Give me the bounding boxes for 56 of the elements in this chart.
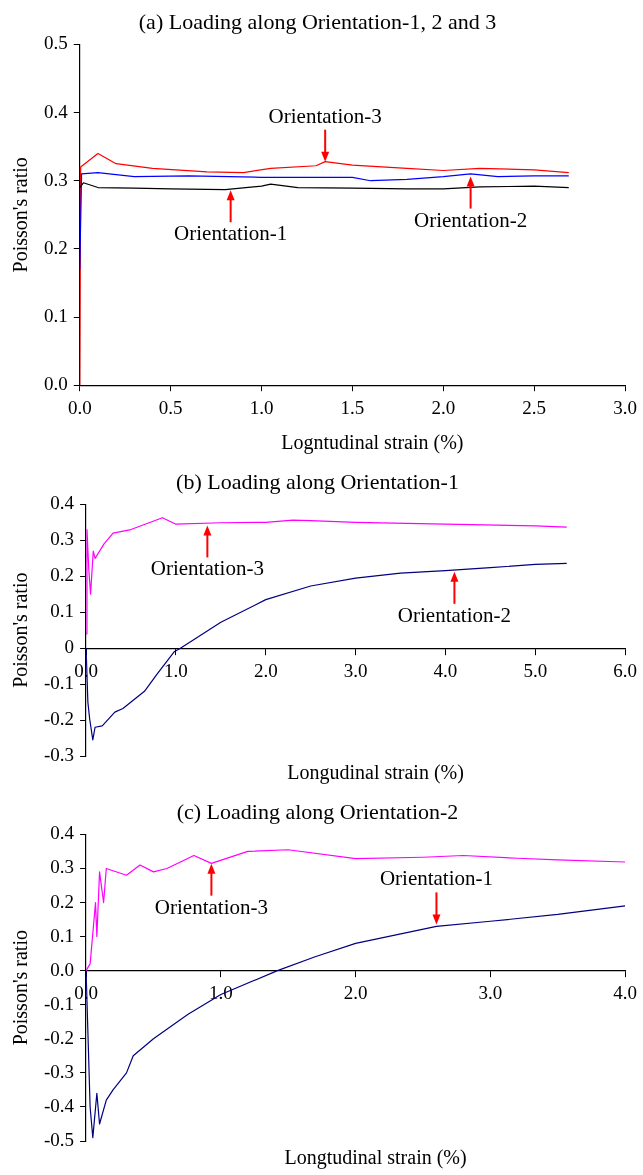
annotation: Orientation-2 (397, 602, 511, 627)
annotation: Orientation-3 (150, 556, 264, 581)
chart-title: (a) Loading along Orientation-1, 2 and 3 (138, 8, 497, 34)
y-tick-label: 0.4 (44, 100, 69, 122)
y-tick-label: -0.4 (44, 1094, 75, 1116)
y-tick-label: 0.0 (44, 373, 68, 395)
x-tick-label: 1.0 (164, 659, 188, 681)
x-tick-label: 3.0 (343, 659, 368, 681)
x-tick-label: 2.0 (431, 396, 456, 418)
y-tick-label: 0.5 (44, 32, 68, 54)
x-tick-label: 4.0 (433, 659, 458, 681)
y-tick-label: -0.1 (44, 672, 75, 694)
x-tick-label: 0.5 (158, 396, 183, 418)
y-tick-label: -0.2 (44, 708, 75, 730)
y-tick-label: 0.1 (50, 924, 75, 946)
x-tick-label: 6.0 (613, 659, 637, 681)
y-axis-title: Poisson's ratio (9, 930, 32, 1046)
y-tick-label: -0.1 (44, 992, 75, 1014)
chart-title: (b) Loading along Orientation-1 (176, 468, 459, 494)
annotation: Orientation-1 (379, 866, 494, 891)
annotation: Orientation-1 (174, 221, 288, 246)
chart-title: (c) Loading along Orientation-2 (176, 798, 459, 824)
y-tick-label: 0.3 (50, 856, 75, 878)
y-tick-label: 0 (64, 636, 75, 658)
x-tick-label: 2.5 (522, 396, 547, 418)
y-tick-label: -0.2 (44, 1026, 75, 1048)
x-tick-label: 2.0 (253, 659, 278, 681)
annotation: Orientation-3 (268, 103, 382, 128)
x-tick-label: 3.0 (613, 396, 637, 418)
x-axis-title: Longudinal strain (%) (287, 761, 464, 785)
y-tick-label: 0.3 (50, 528, 75, 550)
y-tick-label: 0.0 (50, 958, 75, 980)
y-tick-label: 0.4 (50, 822, 75, 844)
y-tick-label: 0.2 (50, 890, 75, 912)
y-tick-label: 0.4 (50, 492, 75, 514)
y-tick-label: -0.5 (44, 1128, 75, 1150)
y-tick-label: 0.2 (50, 564, 75, 586)
x-tick-label: 5.0 (523, 659, 548, 681)
y-tick-label: 0.3 (44, 168, 68, 190)
x-axis-title: Longtudinal strain (%) (284, 1146, 467, 1170)
y-tick-label: 0.1 (50, 600, 75, 622)
y-axis-title: Poisson's ratio (9, 572, 32, 688)
x-tick-label: 2.0 (343, 982, 368, 1004)
annotation: Orientation-2 (414, 207, 528, 232)
x-axis-title: Logntudinal strain (%) (281, 431, 464, 455)
y-axis-title: Poisson's ratio (9, 157, 32, 273)
y-tick-label: 0.2 (44, 236, 68, 258)
y-tick-label: -0.3 (44, 743, 75, 765)
x-tick-label: 3.0 (478, 982, 503, 1004)
x-tick-label: 0.0 (67, 396, 92, 418)
y-tick-label: -0.3 (44, 1060, 75, 1082)
x-tick-label: 1.0 (249, 396, 274, 418)
x-tick-label: 4.0 (613, 982, 637, 1004)
x-tick-label: 1.5 (340, 396, 365, 418)
annotation: Orientation-3 (154, 894, 268, 919)
y-tick-label: 0.1 (44, 305, 68, 327)
